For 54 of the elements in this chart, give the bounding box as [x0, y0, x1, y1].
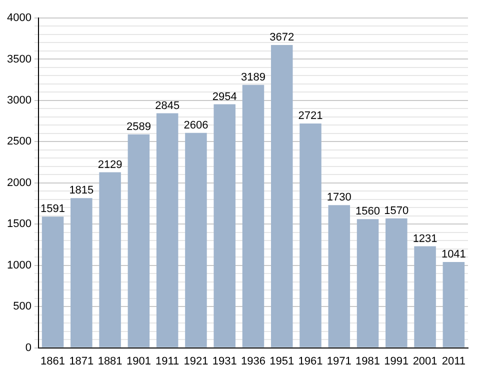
data-label: 2589: [126, 120, 151, 133]
data-label: 1231: [412, 232, 438, 245]
x-tick-label: 1911: [156, 355, 180, 368]
x-tick-label: 1931: [212, 355, 237, 368]
x-tick-label: 1921: [184, 355, 208, 368]
x-tick-label: 1861: [40, 355, 66, 368]
bar: [328, 205, 350, 348]
bar: [70, 198, 92, 348]
data-label: 1730: [326, 192, 352, 204]
bar: [214, 104, 236, 348]
data-label: 1560: [356, 206, 380, 218]
x-tick-label: 1991: [384, 355, 409, 368]
bar: [185, 132, 207, 348]
x-tick-label: 1871: [69, 355, 94, 368]
data-label: 1815: [69, 184, 94, 197]
y-tick-label: 3000: [6, 94, 32, 106]
x-tick-label: 2011: [442, 355, 466, 368]
data-label: 2845: [155, 100, 180, 112]
y-tick-label: 2000: [6, 176, 32, 189]
y-tick-label: 1500: [6, 218, 32, 230]
x-tick-label: 1981: [356, 355, 380, 368]
x-tick-label: 1971: [326, 355, 352, 368]
y-tick-label: 1000: [6, 259, 32, 272]
x-tick-label: 1936: [240, 355, 266, 368]
bar: [128, 134, 150, 348]
bar: [356, 219, 379, 348]
bar: [99, 172, 121, 348]
y-tick-label: 4000: [6, 12, 32, 24]
data-label: 2129: [98, 158, 122, 171]
y-tick-label: 2500: [6, 136, 32, 148]
y-tick-label: 3500: [6, 53, 32, 66]
x-tick-label: 1901: [126, 355, 151, 368]
x-tick-label: 1881: [98, 355, 122, 368]
x-tick-label: 1961: [298, 355, 323, 368]
bar: [300, 123, 322, 348]
data-label: 1041: [441, 248, 466, 260]
bar: [156, 113, 178, 348]
bar: [242, 84, 264, 348]
bar: [42, 216, 64, 348]
data-label: 1570: [384, 204, 409, 217]
bar: [442, 262, 465, 348]
data-label: 3189: [240, 71, 266, 84]
data-label: 2954: [212, 90, 237, 103]
data-label: 2721: [298, 110, 323, 122]
data-label: 1591: [40, 203, 66, 216]
y-tick-label: 0: [25, 342, 32, 354]
bar: [386, 218, 408, 348]
x-tick-label: 1951: [270, 355, 294, 368]
data-label: 2606: [184, 119, 208, 132]
x-tick-label: 2001: [412, 355, 438, 368]
y-tick-label: 500: [13, 300, 32, 313]
bar: [414, 246, 436, 348]
data-label: 3672: [270, 32, 294, 44]
bar: [270, 45, 293, 348]
